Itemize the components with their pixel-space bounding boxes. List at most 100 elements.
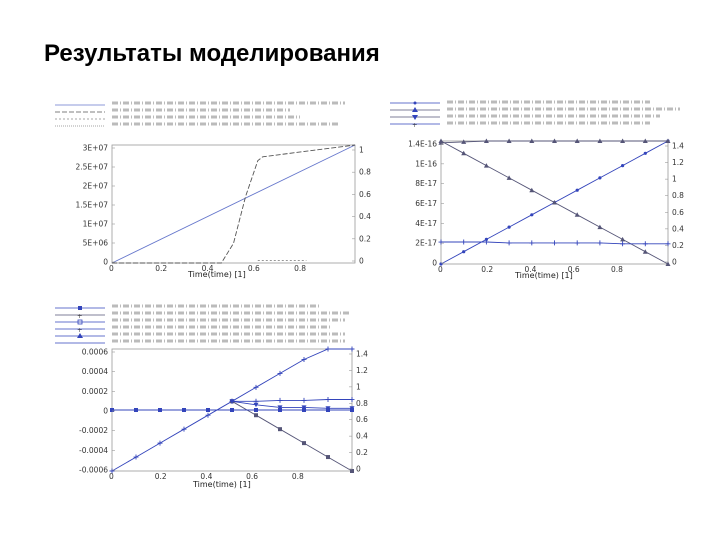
y-left-tick-label: 1.4E-16 bbox=[408, 140, 437, 149]
series-4-point bbox=[597, 138, 603, 143]
series-3-point bbox=[642, 241, 648, 247]
y-right-tick-label: 0.6 bbox=[672, 208, 684, 217]
y-right-tick-label: 1.2 bbox=[672, 158, 684, 167]
x-tick-label: 0.2 bbox=[481, 265, 493, 274]
legend-top-right: + bbox=[390, 100, 680, 129]
svg-text:+: + bbox=[77, 312, 82, 320]
series-2-point bbox=[349, 346, 355, 352]
svg-text:+: + bbox=[77, 326, 82, 334]
series-2-point bbox=[552, 200, 557, 205]
series-2-point bbox=[301, 356, 307, 362]
y-left-tick-label: 1E-16 bbox=[415, 159, 437, 168]
series-line-5 bbox=[231, 400, 352, 409]
panel-bottom: + + 0 0.2 0.4 0.6 0.80.00060.00040.00020-0.0… bbox=[55, 304, 368, 489]
y-right-tick-label: 0.8 bbox=[356, 399, 368, 408]
y-left-tick-label: 5E+06 bbox=[83, 239, 109, 248]
y-right-tick-label: 0.2 bbox=[356, 448, 368, 457]
y-left-tick-label: 2E+07 bbox=[83, 182, 109, 191]
series-4-point bbox=[552, 138, 557, 143]
series-1-point bbox=[643, 151, 647, 155]
y-left-tick-label: 2.5E+07 bbox=[76, 163, 109, 172]
y-right-tick-label: 0 bbox=[672, 258, 677, 267]
y-left-tick-label: 1E+07 bbox=[83, 220, 109, 229]
y-left-tick-label: -0.0002 bbox=[79, 426, 108, 435]
y-left-tick-label: 0.0006 bbox=[82, 348, 108, 357]
series-2-point bbox=[620, 236, 626, 242]
series-5-point bbox=[325, 406, 331, 411]
series-2-point bbox=[133, 454, 139, 460]
series-2-point bbox=[642, 249, 648, 254]
series-3-point bbox=[574, 240, 580, 246]
series-4-point bbox=[301, 397, 307, 403]
y-right-tick-label: 0.6 bbox=[359, 190, 371, 199]
series-2-point bbox=[109, 468, 115, 474]
series-4-point bbox=[349, 397, 355, 403]
series-3-point bbox=[278, 427, 282, 432]
y-right-tick-label: 0.8 bbox=[672, 191, 684, 200]
y-left-tick-label: 0.0004 bbox=[82, 367, 108, 376]
y-left-tick-label: 1.5E+07 bbox=[76, 201, 109, 210]
series-2-point bbox=[506, 175, 512, 180]
series-line-3 bbox=[231, 400, 353, 472]
series-line-4 bbox=[232, 399, 352, 402]
y-right-tick-label: 1 bbox=[359, 146, 364, 155]
y-right-tick-label: 0.2 bbox=[672, 241, 684, 250]
series-2-point bbox=[253, 384, 259, 390]
series-4-point bbox=[483, 138, 489, 143]
series-3-point bbox=[350, 469, 354, 473]
y-left-tick-label: 6E-17 bbox=[415, 199, 437, 208]
y-right-tick-label: 1.4 bbox=[356, 350, 368, 359]
series-4-point bbox=[506, 138, 512, 143]
series-1-point bbox=[575, 188, 579, 192]
series-4-point bbox=[665, 138, 671, 143]
y-right-tick-label: 1.2 bbox=[356, 366, 368, 375]
series-3-point bbox=[483, 239, 489, 245]
series-4-point bbox=[620, 138, 626, 143]
y-right-tick-label: 0 bbox=[359, 257, 364, 266]
y-right-tick-label: 0.2 bbox=[359, 234, 371, 243]
series-3-point bbox=[438, 239, 444, 245]
slide-title: Результаты моделирования bbox=[44, 40, 380, 67]
series-line-1 bbox=[111, 144, 356, 264]
series-3-point bbox=[552, 240, 557, 246]
plot-frame-top-left bbox=[111, 144, 356, 264]
y-left-tick-label: 4E-17 bbox=[415, 219, 437, 228]
y-left-tick-label: 3E+07 bbox=[83, 144, 109, 153]
series-2-point bbox=[574, 212, 580, 217]
series-2-point bbox=[529, 187, 535, 193]
series-5-point bbox=[253, 402, 259, 408]
series-1-point bbox=[621, 164, 625, 168]
y-right-tick-label: 1 bbox=[356, 382, 361, 391]
x-tick-label: 0.8 bbox=[294, 264, 306, 273]
y-right-tick-label: 1.4 bbox=[672, 142, 684, 151]
series-line-2 bbox=[112, 144, 356, 264]
series-1-point bbox=[484, 237, 488, 241]
y-right-tick-label: 0 bbox=[356, 465, 361, 474]
series-4-point bbox=[574, 138, 580, 143]
series-3-point bbox=[302, 441, 306, 446]
series-3-point bbox=[254, 413, 258, 418]
x-tick-label: 0.4 bbox=[202, 264, 214, 273]
x-tick-label: 0.8 bbox=[292, 472, 304, 481]
series-2-point bbox=[665, 261, 671, 266]
series-4-point bbox=[438, 140, 444, 145]
series-2-point bbox=[181, 426, 187, 432]
x-tick-label: 0.4 bbox=[200, 472, 212, 481]
x-tick-label: 0.8 bbox=[611, 265, 623, 274]
series-2-point bbox=[461, 150, 467, 156]
legend-top-left bbox=[55, 101, 345, 127]
panel-top-right: + 0 0.2 0.4 0.6 0.8 1.4E-16 1E-16 8E-17 6E-17 4E-… bbox=[390, 100, 684, 280]
panel-top-left: 0 0.2 0.4 0.6 0.8 3E+07 2.5E+07 2E+07 1.5E+07 1E+… bbox=[55, 101, 371, 279]
x-tick-label: 0.6 bbox=[568, 265, 580, 274]
y-left-tick-label: 0 bbox=[432, 259, 437, 268]
y-right-tick-label: 0.4 bbox=[356, 432, 368, 441]
series-2-point bbox=[205, 412, 211, 418]
y-right-tick-label: 0.4 bbox=[672, 224, 684, 233]
xlabel-top-left: Time(time) [1] bbox=[187, 270, 246, 279]
series-4-point bbox=[277, 397, 283, 403]
x-tick-label: 0.2 bbox=[155, 264, 167, 273]
series-1-point bbox=[530, 213, 534, 217]
series-3-point bbox=[461, 239, 467, 245]
series-1-point bbox=[507, 225, 511, 229]
